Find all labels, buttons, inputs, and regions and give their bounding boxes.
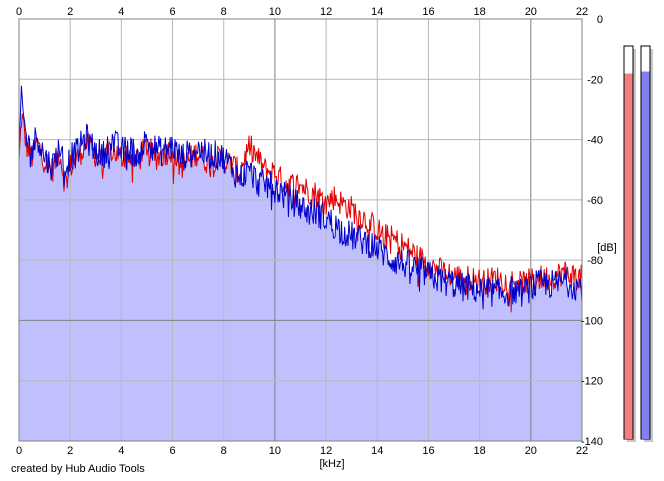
x-tick-label-bottom: 16: [422, 445, 434, 457]
x-tick-label-top: 12: [320, 6, 332, 18]
y-tick-label: -20: [587, 74, 603, 86]
spectrum-area: [19, 113, 582, 441]
x-tick-label-top: 18: [474, 6, 486, 18]
y-tick-label: -80: [587, 255, 603, 267]
x-tick-label-top: 10: [269, 6, 281, 18]
x-tick-label-top: 4: [118, 6, 124, 18]
x-tick-label-bottom: 4: [118, 445, 124, 457]
y-tick-label: -100: [581, 315, 603, 327]
x-tick-label-bottom: 8: [221, 445, 227, 457]
level-meter-fill: [624, 73, 633, 439]
y-tick-label: -120: [581, 376, 603, 388]
x-tick-label-bottom: 18: [474, 445, 486, 457]
x-tick-label-top: 20: [525, 6, 537, 18]
series-line-red: [18, 113, 583, 313]
x-tick-label-top: 0: [16, 6, 22, 18]
credit-text: created by Hub Audio Tools: [11, 463, 145, 475]
x-tick-label-bottom: 12: [320, 445, 332, 457]
level-meters: [623, 45, 653, 442]
x-tick-label-top: 6: [169, 6, 175, 18]
plot-frame: [18, 18, 583, 442]
x-tick-label-top: 16: [422, 6, 434, 18]
x-tick-label-bottom: 0: [16, 445, 22, 457]
x-tick-label-top: 2: [67, 6, 73, 18]
series-line-blue: [18, 85, 583, 310]
x-tick-label-bottom: 10: [269, 445, 281, 457]
x-tick-label-bottom: 2: [67, 445, 73, 457]
y-tick-label: -140: [581, 436, 603, 448]
x-axis-label: [kHz]: [319, 458, 344, 470]
x-tick-label-bottom: 6: [169, 445, 175, 457]
y-tick-label: -60: [587, 195, 603, 207]
axes: 002244668810101212141416161818202022220-…: [16, 6, 603, 457]
x-tick-label-bottom: 20: [525, 445, 537, 457]
x-tick-label-top: 22: [576, 6, 588, 18]
y-tick-label: -40: [587, 135, 603, 147]
x-tick-label-top: 14: [371, 6, 383, 18]
level-meter-fill: [641, 71, 650, 440]
y-tick-label: 0: [597, 14, 603, 26]
x-tick-label-bottom: 14: [371, 445, 383, 457]
x-tick-label-top: 8: [221, 6, 227, 18]
y-axis-label: [dB]: [597, 242, 617, 254]
x-tick-label-bottom: 22: [576, 445, 588, 457]
series-lines: [18, 85, 583, 313]
